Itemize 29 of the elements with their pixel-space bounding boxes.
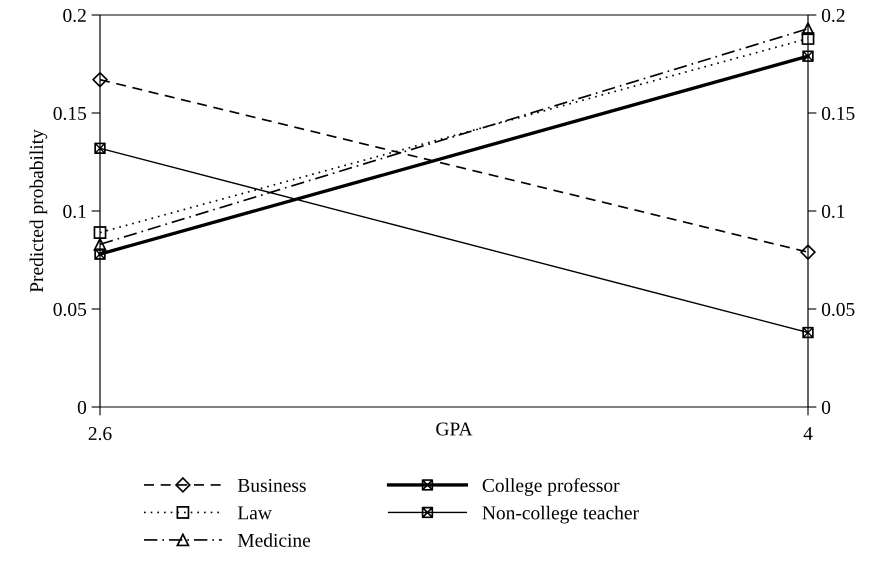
- y2-tick-label: 0.15: [822, 106, 854, 120]
- point: [94, 248, 106, 260]
- legend-label: Law: [238, 506, 272, 520]
- x-tick-label: 2.6: [88, 427, 112, 440]
- point: [92, 72, 108, 88]
- point: [94, 238, 106, 251]
- point: [94, 226, 106, 239]
- point: [802, 22, 814, 36]
- legend-label: Non-college teacher: [482, 506, 639, 524]
- y-tick-label: 0.05: [54, 302, 86, 316]
- point: [802, 50, 814, 62]
- y-tick-label: 0: [78, 400, 86, 414]
- x-axis-title: GPA: [436, 422, 472, 436]
- y2-tick-label: 0: [822, 400, 830, 414]
- point: [802, 326, 814, 338]
- y2-tick-label: 0.1: [822, 204, 844, 218]
- legend-label: Medicine: [238, 533, 310, 547]
- point: [94, 142, 106, 154]
- y2-tick-label: 0.2: [822, 8, 844, 22]
- legend-label: College professor: [482, 478, 620, 496]
- point: [802, 32, 814, 45]
- legend-label: Business: [238, 478, 306, 492]
- x-tick-label: 4: [804, 427, 813, 440]
- y2-tick-label: 0.05: [822, 302, 854, 316]
- point: [800, 244, 816, 260]
- y-tick-label: 0.15: [54, 106, 86, 120]
- y-axis-title: Predicted probability: [30, 129, 48, 292]
- y-tick-label: 0.1: [63, 204, 86, 218]
- y-tick-label: 0.2: [63, 8, 86, 22]
